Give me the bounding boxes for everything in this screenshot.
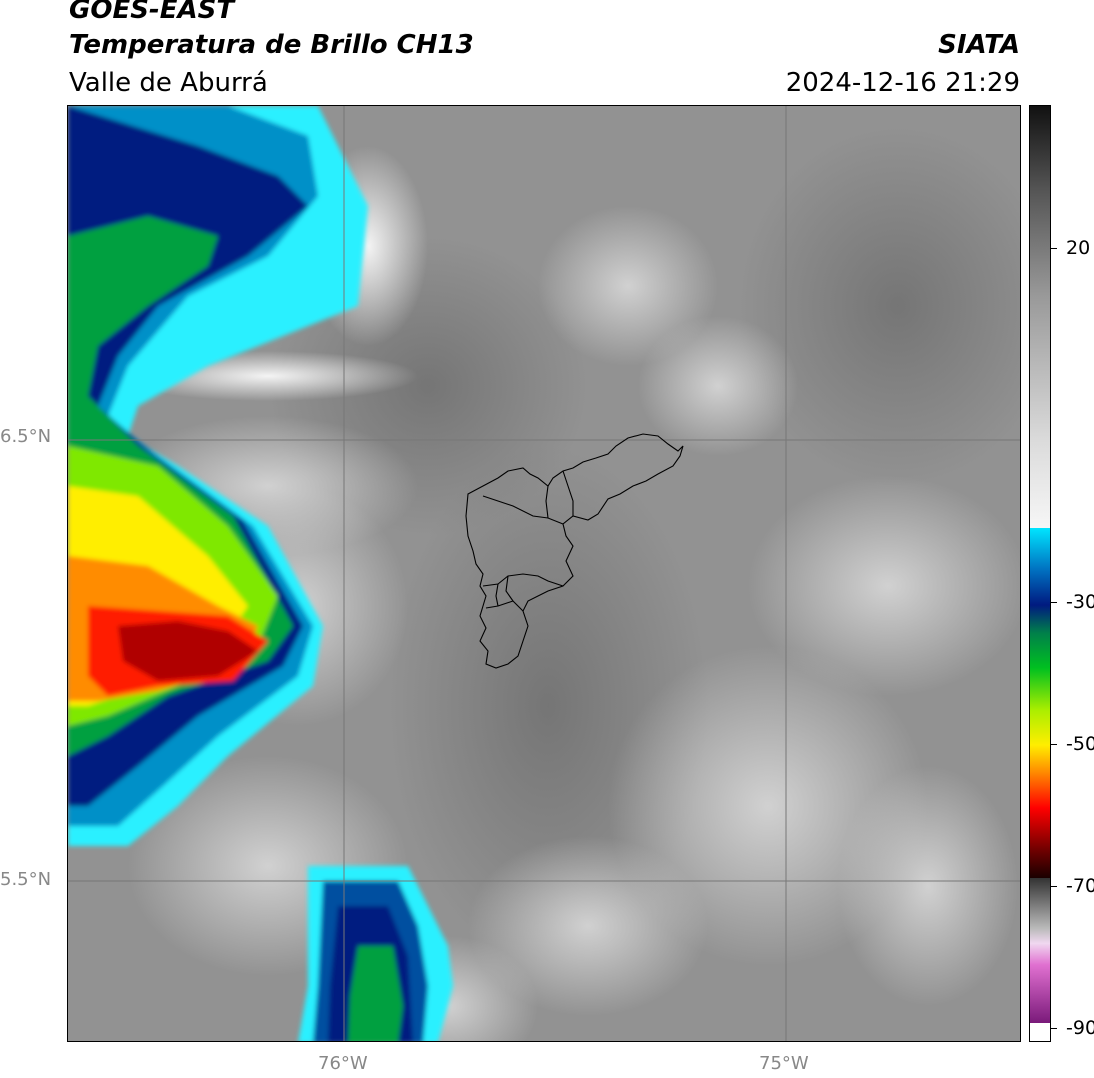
colorbar-tick [1050, 886, 1057, 887]
lon-label-76: 76°W [318, 1053, 368, 1074]
colorbar-tick [1050, 1028, 1057, 1029]
region-label: Valle de Aburrá [69, 68, 268, 98]
product-title: Temperatura de Brillo CH13 [69, 30, 474, 60]
satellite-title: GOES-EAST [69, 0, 235, 25]
colorbar-label-20: 20 [1066, 237, 1091, 259]
agency-label: SIATA [938, 30, 1020, 60]
colorbar-label-minus90: -90 [1066, 1017, 1094, 1039]
map-canvas [68, 106, 1020, 1041]
lon-label-75: 75°W [759, 1053, 809, 1074]
lat-label-5.5: 5.5°N [0, 869, 52, 890]
datetime-label: 2024-12-16 21:29 [785, 68, 1020, 98]
colorbar-tick [1050, 744, 1057, 745]
colorbar-tick [1050, 602, 1057, 603]
colorbar [1029, 105, 1051, 1042]
colorbar-svg [1030, 106, 1050, 1041]
colorbar-tick [1050, 248, 1057, 249]
colorbar-label-minus30: -30 [1066, 591, 1094, 613]
colorbar-label-minus70: -70 [1066, 875, 1094, 897]
municipal-boundaries [465, 433, 684, 669]
satellite-map[interactable] [67, 105, 1021, 1042]
colorbar-label-minus50: -50 [1066, 733, 1094, 755]
lat-label-6.5: 6.5°N [0, 426, 52, 447]
